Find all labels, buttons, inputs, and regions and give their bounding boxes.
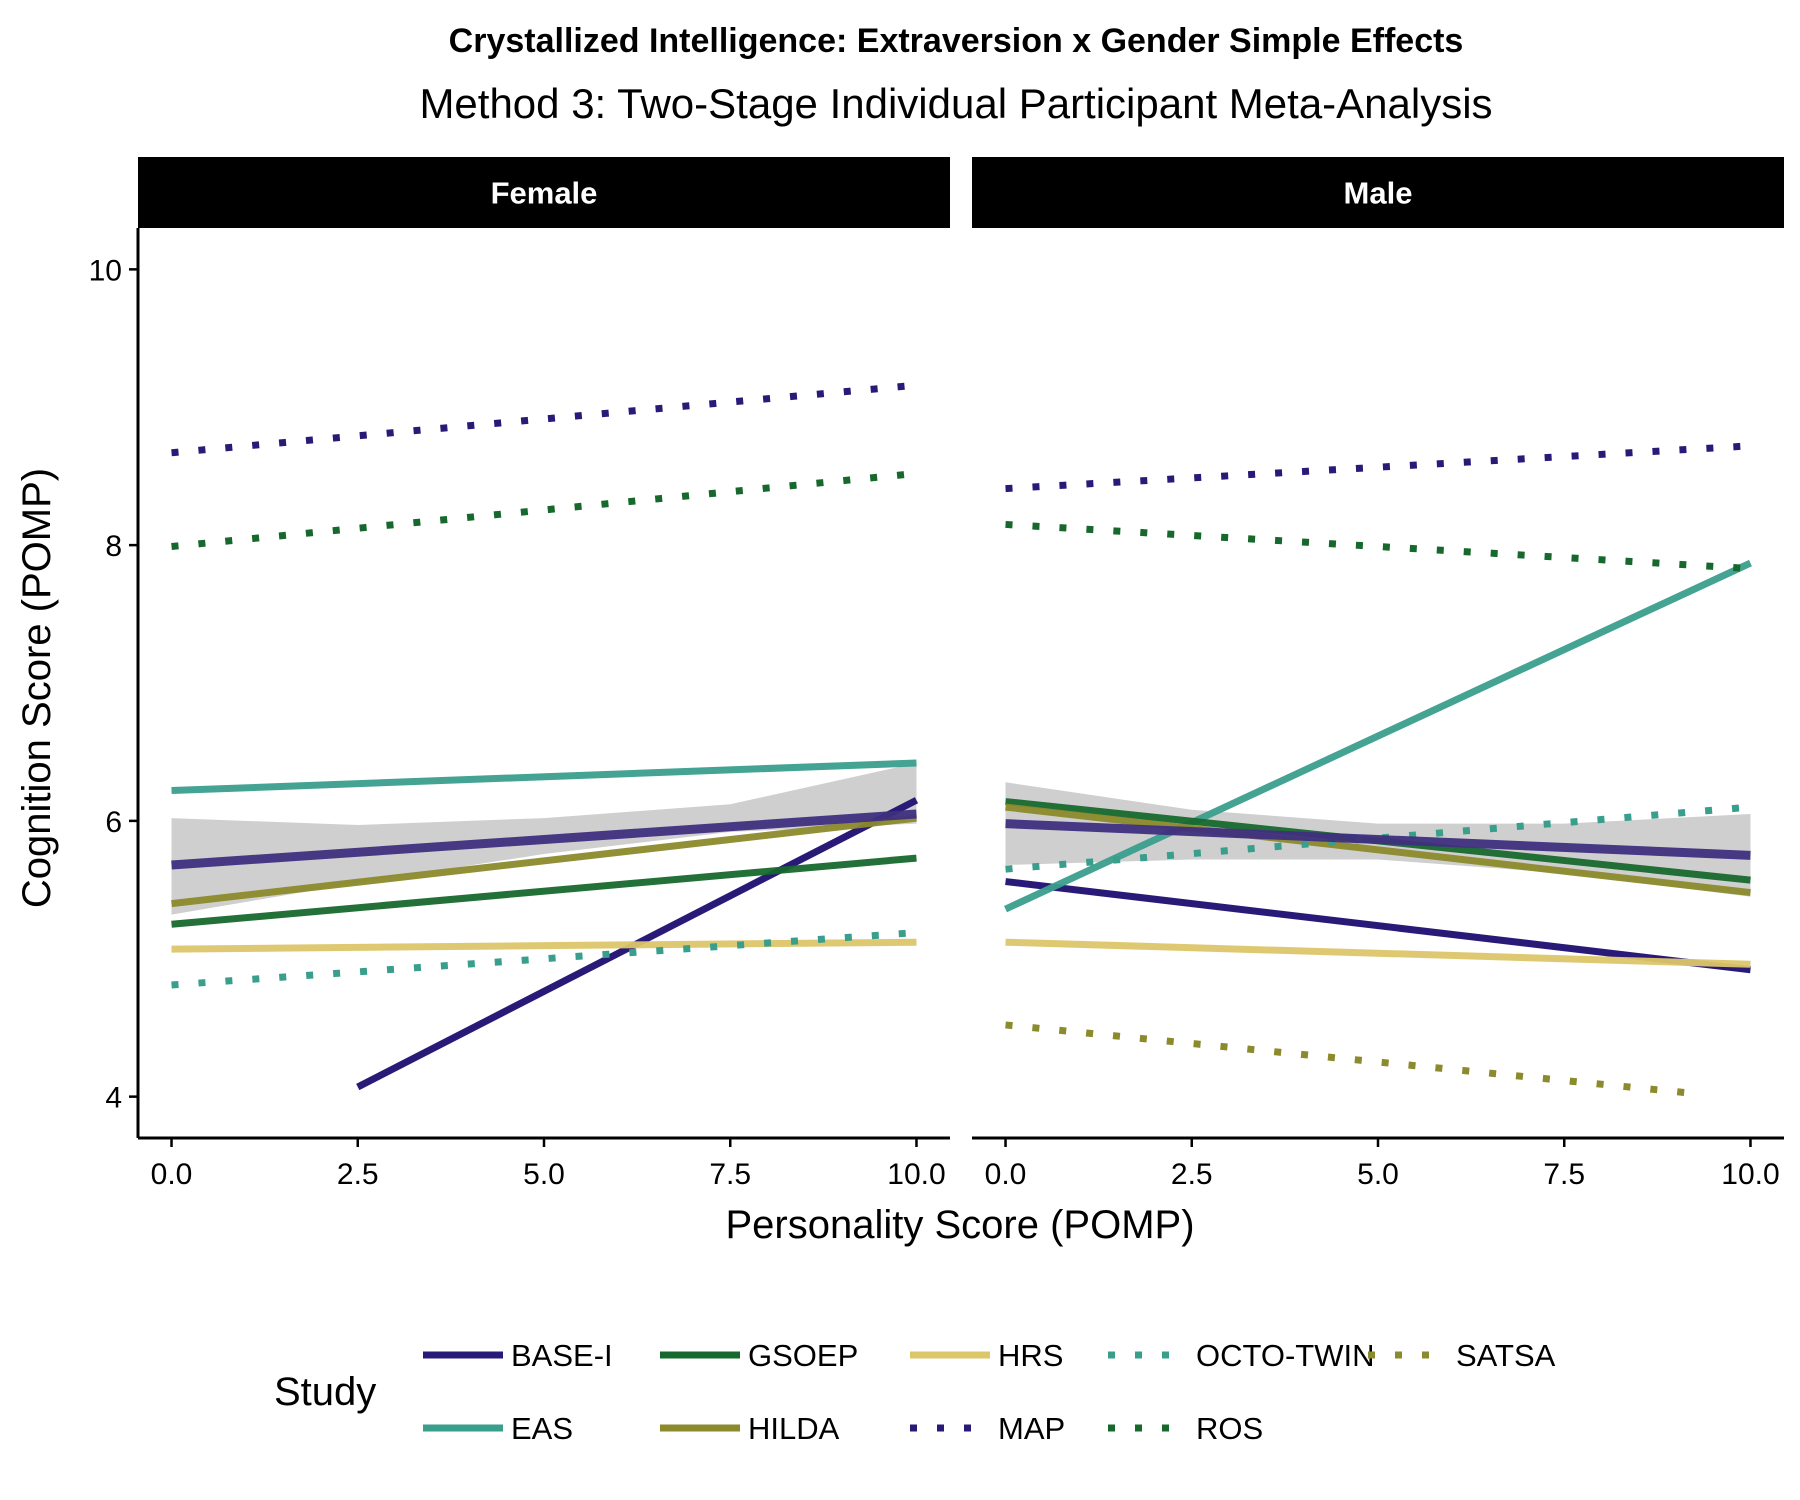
- legend-item-ros: ROS: [1108, 1411, 1263, 1446]
- x-tick-label-male: 10.0: [1721, 1158, 1779, 1191]
- legend-item-hrs: HRS: [910, 1338, 1063, 1373]
- legend: BASE-I GSOEP HRS OCTO-TWIN SATSA EAS HILDA MAP R…: [423, 1338, 1556, 1446]
- series-line-base-i-male: [1005, 878, 1751, 974]
- x-tick-label-male: 0.0: [985, 1158, 1027, 1191]
- legend-label-eas: EAS: [511, 1411, 573, 1446]
- panels: Female 0.0 2.5 5.0 7.5 10.0 4 6 8 10 Male 0.0 2.5 5.0…: [89, 157, 1784, 1191]
- x-tick-label-female: 7.5: [709, 1158, 751, 1191]
- series-line-octo-twin-male: [1005, 803, 1751, 873]
- y-tick-label: 4: [105, 1082, 122, 1115]
- legend-label-gsoep: GSOEP: [748, 1338, 858, 1373]
- panel-strip-label-male: Male: [1344, 176, 1413, 211]
- x-tick-label-male: 2.5: [1171, 1158, 1213, 1191]
- legend-label-hilda: HILDA: [748, 1411, 840, 1446]
- panel-strip-male: [972, 157, 1784, 228]
- legend-label-satsa: SATSA: [1456, 1338, 1556, 1373]
- panel-female: Female 0.0 2.5 5.0 7.5 10.0 4 6 8 10: [89, 157, 950, 1191]
- series-line-eas-male: [1004, 559, 1752, 913]
- legend-item-base-i: BASE-I: [423, 1338, 613, 1373]
- series-line-map-female: [171, 381, 917, 457]
- y-axis-label: Cognition Score (POMP): [15, 468, 59, 908]
- panel-strip-label-female: Female: [491, 176, 598, 211]
- legend-label-ros: ROS: [1196, 1411, 1263, 1446]
- series-line-ros-male: [1005, 520, 1751, 573]
- legend-item-gsoep: GSOEP: [660, 1338, 858, 1373]
- x-tick-label-male: 5.0: [1357, 1158, 1399, 1191]
- x-tick-label-male: 7.5: [1543, 1158, 1585, 1191]
- x-tick-label-female: 10.0: [887, 1158, 945, 1191]
- legend-label-octo-twin: OCTO-TWIN: [1196, 1338, 1375, 1373]
- series-line-map-male: [1005, 442, 1751, 493]
- series-line-ros-female: [171, 469, 917, 550]
- y-tick-label: 10: [89, 254, 122, 287]
- series-line-hilda-male: [1005, 803, 1751, 897]
- panel-male: Male 0.0 2.5 5.0 7.5 10.0: [972, 157, 1784, 1191]
- x-tick-label-female: 2.5: [337, 1158, 379, 1191]
- legend-item-hilda: HILDA: [660, 1411, 840, 1446]
- x-tick-label-female: 0.0: [151, 1158, 193, 1191]
- chart-title: Crystallized Intelligence: Extraversion …: [449, 22, 1464, 60]
- legend-item-satsa: SATSA: [1368, 1338, 1556, 1373]
- legend-title: Study: [274, 1370, 376, 1414]
- x-axis-label: Personality Score (POMP): [725, 1203, 1194, 1247]
- panel-strip-female: [138, 157, 950, 228]
- series-line-gsoep-female: [171, 854, 917, 928]
- legend-label-hrs: HRS: [998, 1338, 1063, 1373]
- legend-item-map: MAP: [910, 1411, 1065, 1446]
- series-line-hilda-female: [171, 814, 917, 908]
- pooled-line-female: [171, 809, 917, 870]
- series-line-octo-twin-female: [171, 929, 917, 989]
- legend-label-base-i: BASE-I: [511, 1338, 613, 1373]
- series-line-eas-female: [171, 759, 917, 795]
- legend-label-map: MAP: [998, 1411, 1065, 1446]
- legend-item-eas: EAS: [423, 1411, 573, 1446]
- chart-subtitle: Method 3: Two-Stage Individual Participa…: [419, 80, 1492, 127]
- series-line-hrs-male: [1005, 938, 1751, 968]
- y-tick-label: 8: [105, 530, 122, 563]
- x-tick-label-female: 5.0: [523, 1158, 565, 1191]
- legend-item-octo-twin: OCTO-TWIN: [1108, 1338, 1375, 1373]
- pooled-line-male: [1005, 819, 1751, 860]
- y-tick-label: 6: [105, 806, 122, 839]
